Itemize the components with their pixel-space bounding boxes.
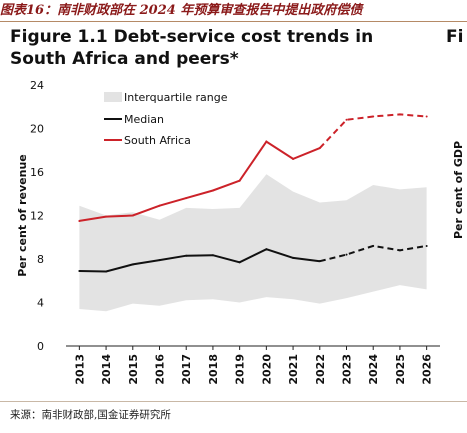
x-tick-label: 2015 — [127, 354, 140, 385]
south-africa-line-projected — [319, 113, 427, 149]
median-point — [292, 256, 295, 259]
south-africa-point — [185, 197, 188, 200]
y-tick-label: 24 — [30, 79, 44, 92]
south-africa-point — [372, 115, 375, 118]
south-africa-point — [425, 115, 428, 118]
south-africa-point — [292, 157, 295, 160]
median-point — [345, 253, 348, 256]
x-tick-label: 2023 — [341, 354, 354, 385]
legend-label-interquartile: Interquartile range — [124, 91, 228, 104]
x-tick-label: 2022 — [314, 354, 327, 385]
y-axis-label: Per cent of revenue — [16, 154, 29, 277]
x-tick-label: 2016 — [154, 354, 167, 385]
x-tick-label: 2018 — [207, 354, 220, 385]
south-africa-point — [345, 118, 348, 121]
median-point — [372, 244, 375, 247]
source-note: 来源：南非财政部,国金证券研究所 — [10, 409, 171, 421]
y-tick-label: 16 — [30, 166, 44, 179]
south-africa-point — [105, 215, 108, 218]
y-tick-label: 4 — [37, 297, 44, 310]
south-africa-point — [238, 179, 241, 182]
south-africa-point — [158, 204, 161, 207]
south-africa-point — [131, 214, 134, 217]
south-africa-point — [211, 189, 214, 192]
x-tick-label: 2020 — [260, 354, 273, 385]
y-tick-label: 12 — [30, 210, 44, 223]
adjacent-figure-title-fragment: Fi — [446, 27, 464, 47]
median-point — [185, 254, 188, 257]
x-tick-label: 2025 — [394, 354, 407, 385]
median-point — [131, 263, 134, 266]
x-tick-label: 2019 — [234, 354, 247, 385]
y-tick-label: 8 — [37, 253, 44, 266]
y-tick-label: 20 — [30, 123, 44, 136]
south-africa-point — [78, 219, 81, 222]
median-point — [318, 260, 321, 263]
south-africa-point — [265, 140, 268, 143]
right-figure-axis-fragment: Per cent of GDP — [452, 141, 465, 239]
x-tick-label: 2026 — [421, 354, 434, 385]
median-point — [265, 248, 268, 251]
median-line-actual — [79, 248, 320, 273]
median-point — [105, 270, 108, 273]
y-tick-label: 0 — [37, 340, 44, 353]
x-tick-label: 2017 — [180, 354, 193, 385]
median-point — [211, 254, 214, 257]
interquartile-band — [79, 174, 427, 312]
median-point — [78, 269, 81, 272]
south-africa-line-actual — [79, 140, 321, 222]
x-tick-label: 2021 — [287, 354, 300, 385]
report-caption: 图表16：南非财政部在 2024 年预算审查报告中提出政府偿债 — [0, 3, 363, 18]
median-point — [238, 261, 241, 264]
x-tick-label: 2014 — [100, 354, 113, 385]
legend-label-south-africa: South Africa — [124, 134, 191, 147]
median-point — [398, 249, 401, 252]
chart-title: Figure 1.1 Debt-service cost trends in S… — [10, 27, 374, 69]
caption-divider — [0, 21, 467, 22]
median-point — [158, 259, 161, 262]
legend-label-median: Median — [124, 113, 164, 126]
median-point — [425, 244, 428, 247]
south-africa-point — [318, 147, 321, 150]
x-tick-label: 2024 — [367, 354, 380, 385]
south-africa-point — [398, 113, 401, 116]
x-tick-label: 2013 — [73, 354, 86, 385]
legend-swatch-interquartile — [104, 92, 122, 102]
source-divider — [0, 401, 467, 402]
